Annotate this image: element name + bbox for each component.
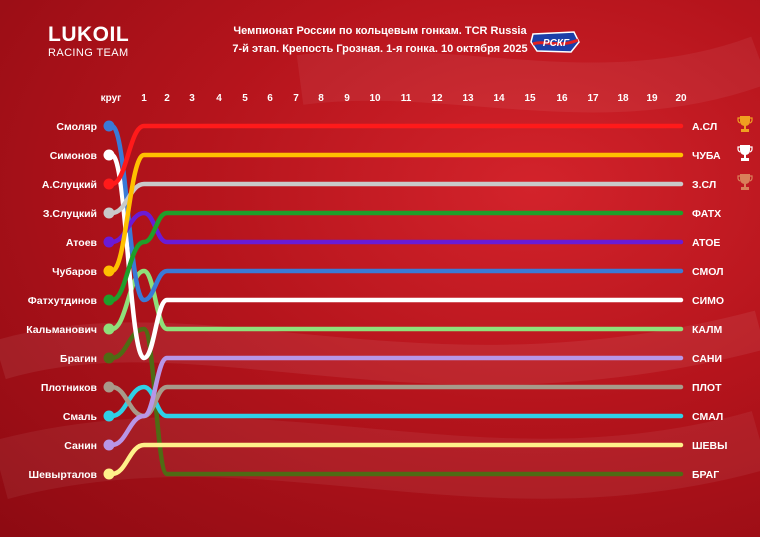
start-marker [103, 468, 115, 480]
lap-tick-label: 12 [431, 93, 443, 104]
finish-driver-label: СИМО [692, 295, 724, 307]
brand-name: LUKOIL [48, 23, 130, 46]
finish-driver-label: БРАГ [692, 469, 719, 481]
start-marker [103, 352, 115, 364]
finish-driver-label: ФАТХ [692, 208, 721, 220]
start-driver-label: Смоляр [56, 121, 97, 133]
finish-driver-label: САНИ [692, 353, 722, 365]
lap-tick-label: 11 [401, 93, 412, 104]
lap-tick-label: 20 [675, 93, 687, 104]
lap-tick-label: 16 [556, 93, 568, 104]
lap-tick-label: 5 [242, 93, 248, 104]
start-driver-label: Чубаров [52, 266, 97, 278]
lap-tick-label: 10 [369, 93, 381, 104]
lap-tick-label: 19 [646, 93, 658, 104]
x-axis-label: круг [101, 93, 122, 104]
series-line [109, 326, 684, 477]
finish-driver-label: З.СЛ [692, 179, 716, 191]
series-line [109, 384, 684, 419]
series-line [109, 123, 684, 187]
finish-driver-label: ЧУБА [692, 150, 721, 162]
gold-cup-icon [737, 116, 753, 132]
start-driver-label: А.Слуцкий [42, 179, 97, 191]
start-marker [103, 149, 115, 161]
rskg-logo: РСКГ [530, 31, 580, 53]
lap-tick-label: 14 [493, 93, 505, 104]
silver-cup-icon [737, 145, 753, 161]
finish-driver-label: СМАЛ [692, 411, 723, 423]
series-line [109, 210, 684, 303]
series-line [109, 384, 684, 419]
brand-subtitle: RACING TEAM [48, 47, 129, 59]
finish-driver-label: А.СЛ [692, 121, 717, 133]
start-driver-label: Плотников [41, 382, 98, 394]
series-line [109, 355, 684, 448]
start-driver-label: Атоев [66, 237, 98, 249]
finish-driver-label: КАЛМ [692, 324, 722, 336]
lap-tick-label: 4 [216, 93, 222, 104]
start-marker [103, 410, 115, 422]
start-driver-label: Шевырталов [29, 469, 98, 481]
start-marker [103, 381, 115, 393]
lap-tick-label: 17 [587, 93, 599, 104]
start-driver-label: З.Слуцкий [43, 208, 97, 220]
start-marker [103, 439, 115, 451]
start-marker [103, 236, 115, 248]
series-line [109, 123, 684, 303]
lap-tick-label: 6 [267, 93, 273, 104]
start-marker [103, 294, 115, 306]
start-marker [103, 323, 115, 335]
start-driver-label: Кальманович [26, 324, 97, 336]
series-line [109, 152, 684, 274]
finish-driver-label: СМОЛ [692, 266, 723, 278]
start-driver-label: Фатхутдинов [28, 295, 98, 307]
chart-subtitle: 7-й этап. Крепость Грозная. 1-я гонка. 1… [232, 43, 528, 55]
start-marker [103, 178, 115, 190]
lap-tick-label: 9 [344, 93, 350, 104]
start-driver-label: Смаль [63, 411, 98, 423]
series-line [109, 181, 684, 216]
start-driver-label: Брагин [60, 353, 97, 365]
finish-driver-label: ШЕВЫ [692, 440, 727, 452]
start-driver-label: Симонов [50, 150, 98, 162]
finish-driver-label: ПЛОТ [692, 382, 722, 394]
chart-title: Чемпионат России по кольцевым гонкам. TC… [233, 25, 527, 37]
start-driver-label: Санин [64, 440, 97, 452]
start-marker [103, 120, 115, 132]
series-line [109, 442, 684, 477]
lap-tick-label: 2 [164, 93, 170, 104]
start-marker [103, 265, 115, 277]
lap-tick-label: 7 [293, 93, 299, 104]
finish-driver-label: АТОЕ [692, 237, 720, 249]
start-marker [103, 207, 115, 219]
lap-tick-label: 3 [189, 93, 195, 104]
lap-tick-label: 18 [617, 93, 629, 104]
lukoil-logo: LUKOIL RACING TEAM [48, 23, 130, 60]
series-line [109, 210, 684, 245]
lap-tick-label: 13 [462, 93, 474, 104]
rskg-logo-text: РСКГ [543, 38, 570, 49]
lap-tick-label: 8 [318, 93, 324, 104]
bronze-cup-icon [737, 174, 753, 190]
lap-tick-label: 1 [141, 93, 147, 104]
lap-tick-label: 15 [524, 93, 536, 104]
